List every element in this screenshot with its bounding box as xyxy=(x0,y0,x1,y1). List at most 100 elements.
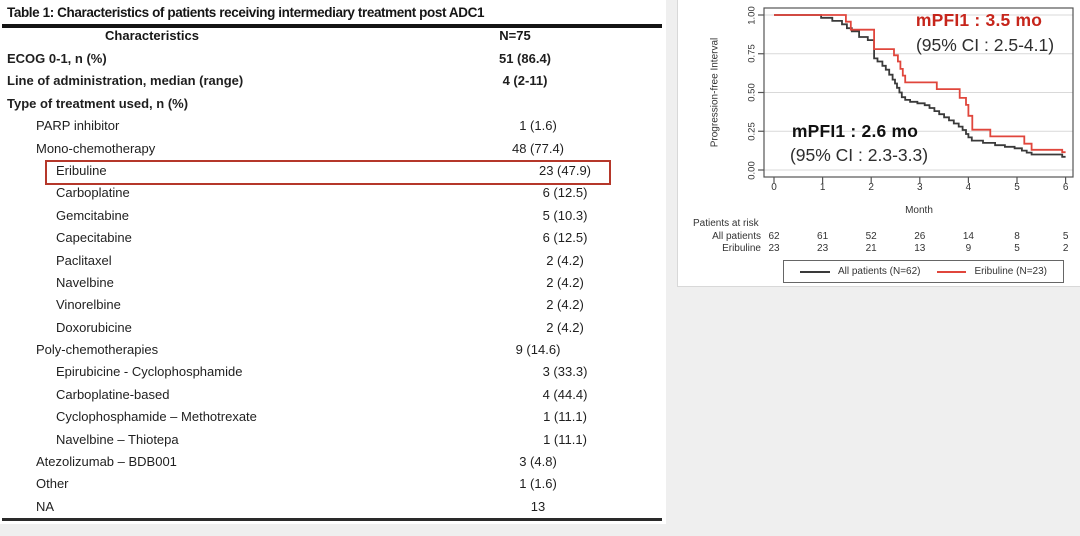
risk-count: 9 xyxy=(965,243,972,254)
row-value: 2 (4.2) xyxy=(546,252,584,268)
risk-count: 23 xyxy=(817,243,829,254)
table-row: Poly-chemotherapies 9 (14.6) xyxy=(0,339,666,361)
risk-count: 2 xyxy=(1062,243,1069,254)
risk-count: 62 xyxy=(768,231,780,242)
risk-count: 23 xyxy=(768,243,780,254)
table-row: Vinorelbine 2 (4.2) xyxy=(0,294,666,316)
row-label: Carboplatine-based xyxy=(56,386,170,402)
y-tick-label: 0.75 xyxy=(746,44,758,64)
row-value: 2 (4.2) xyxy=(546,274,584,290)
table-header-row: Characteristics N=75 xyxy=(0,28,666,48)
row-value: 23 (47.9) xyxy=(538,162,592,178)
table-row: Paclitaxel 2 (4.2) xyxy=(0,250,666,272)
km-plot-panel: Progression-free Interval 0.00 0.25 0.50 0.… xyxy=(677,0,1080,287)
risk-row-label-all-patients: All patients xyxy=(712,231,761,242)
row-label: Eribuline xyxy=(56,162,107,178)
risk-count: 52 xyxy=(865,231,877,242)
risk-count: 13 xyxy=(914,243,926,254)
row-label: Epirubicine - Cyclophosphamide xyxy=(56,364,243,380)
risk-table-title: Patients at risk xyxy=(693,218,759,229)
risk-row-label-eribuline: Eribuline xyxy=(722,243,761,254)
row-label: Cyclophosphamide – Methotrexate xyxy=(56,409,257,425)
x-tick-label: 2 xyxy=(868,182,874,193)
km-curve-eribuline xyxy=(774,14,1066,154)
row-value: 3 (33.3) xyxy=(542,364,588,380)
legend-label-eribuline: Eribuline (N=23) xyxy=(974,266,1047,277)
table-row: ECOG 0-1, n (%) 51 (86.4) xyxy=(0,48,666,70)
table-row: PARP inhibitor 1 (1.6) xyxy=(0,115,666,137)
table-row: Line of administration, median (range) 4 … xyxy=(0,70,666,92)
row-label: Gemcitabine xyxy=(56,207,129,223)
table-row: Epirubicine - Cyclophosphamide 3 (33.3) xyxy=(0,361,666,383)
table-row: Navelbine 2 (4.2) xyxy=(0,272,666,294)
row-label: Other xyxy=(36,476,69,492)
row-value: 6 (12.5) xyxy=(542,185,588,201)
x-tick-label: 1 xyxy=(819,182,826,193)
annotation-mpfi-all: mPFI1 : 2.6 mo xyxy=(791,121,919,141)
table-row: Eribuline 23 (47.9) xyxy=(0,159,666,185)
table-row: Atezolizumab – BDB001 3 (4.8) xyxy=(0,451,666,473)
y-tick-label: 0.50 xyxy=(746,83,758,102)
row-label: Vinorelbine xyxy=(56,297,121,313)
x-tick-label: 3 xyxy=(917,182,923,193)
row-value: 1 (1.6) xyxy=(519,118,557,134)
table-row: Other 1 (1.6) xyxy=(0,473,666,495)
row-value: 4 (2-11) xyxy=(502,73,548,89)
row-value: 3 (4.8) xyxy=(519,454,557,470)
patient-characteristics-table: Table 1: Characteristics of patients rec… xyxy=(0,0,666,524)
row-value: 2 (4.2) xyxy=(546,297,584,313)
row-label: Line of administration, median (range) xyxy=(7,73,244,89)
table-title-rule xyxy=(2,24,662,28)
table-row: Doxorubicine 2 (4.2) xyxy=(0,317,666,339)
x-tick-label: 6 xyxy=(1062,182,1069,193)
row-value: 9 (14.6) xyxy=(515,342,561,358)
risk-count: 26 xyxy=(914,231,926,242)
row-label: Type of treatment used, n (%) xyxy=(7,95,189,111)
legend-line-all-patients-icon xyxy=(800,270,830,273)
y-axis-label: Progression-free Interval xyxy=(709,37,721,148)
row-label: Paclitaxel xyxy=(56,252,112,268)
row-label: NA xyxy=(36,498,55,514)
row-label: Navelbine – Thiotepa xyxy=(56,431,179,447)
row-label: Mono-chemotherapy xyxy=(36,140,156,156)
eribuline-highlight-box xyxy=(45,159,611,185)
table-row: Mono-chemotherapy 48 (77.4) xyxy=(0,138,666,160)
y-tick-label: 1.00 xyxy=(746,5,758,25)
table-row: Carboplatine-based 4 (44.4) xyxy=(0,384,666,406)
annotation-ci-eribuline: (95% CI : 2.5-4.1) xyxy=(915,35,1055,55)
x-tick-label: 4 xyxy=(965,182,972,193)
column-header-characteristics: Characteristics xyxy=(105,28,199,43)
table-row: Capecitabine 6 (12.5) xyxy=(0,227,666,249)
row-value: 1 (1.6) xyxy=(519,476,557,492)
table-row: Cyclophosphamide – Methotrexate 1 (11.1) xyxy=(0,406,666,428)
row-value: 5 (10.3) xyxy=(542,207,588,223)
x-tick-label: 0 xyxy=(771,182,777,193)
row-value: 51 (86.4) xyxy=(498,51,552,66)
row-value: 6 (12.5) xyxy=(542,230,588,246)
annotation-ci-all: (95% CI : 2.3-3.3) xyxy=(789,145,929,165)
row-value: 13 xyxy=(530,498,546,514)
row-label: PARP inhibitor xyxy=(36,118,120,134)
row-label: Navelbine xyxy=(56,274,114,290)
risk-count: 14 xyxy=(962,231,974,242)
table-row: Carboplatine 6 (12.5) xyxy=(0,182,666,204)
legend-line-eribuline-icon xyxy=(936,270,967,273)
row-value: 2 (4.2) xyxy=(546,319,584,335)
row-value: 1 (11.1) xyxy=(543,409,587,425)
row-label: Atezolizumab – BDB001 xyxy=(36,454,177,470)
x-axis-label: Month xyxy=(905,205,933,216)
risk-count: 21 xyxy=(865,243,877,254)
row-value: 4 (44.4) xyxy=(542,386,588,402)
table-body: ECOG 0-1, n (%) 51 (86.4) Line of administ… xyxy=(0,48,666,518)
table-row: NA 13 xyxy=(0,496,666,518)
x-tick-label: 5 xyxy=(1014,182,1020,193)
row-label: Poly-chemotherapies xyxy=(36,342,159,358)
table-row: Gemcitabine 5 (10.3) xyxy=(0,205,666,227)
legend-box: All patients (N=62) Eribuline (N=23) xyxy=(783,260,1064,283)
column-header-n: N=75 xyxy=(499,28,531,43)
row-value: 48 (77.4) xyxy=(511,140,565,156)
row-label: Capecitabine xyxy=(56,230,132,246)
table-title: Table 1: Characteristics of patients rec… xyxy=(7,5,485,20)
row-label: Carboplatine xyxy=(56,185,130,201)
